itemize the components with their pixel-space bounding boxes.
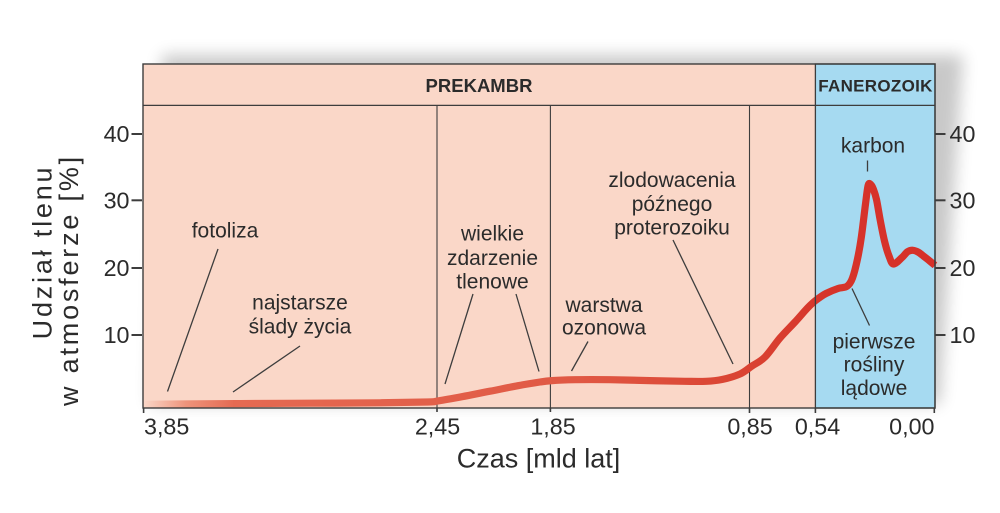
svg-text:karbon: karbon (841, 135, 905, 158)
svg-text:30: 30 (104, 187, 130, 213)
svg-text:tlenowe: tlenowe (456, 271, 528, 294)
svg-text:10: 10 (950, 322, 976, 348)
svg-text:zdarzenie: zdarzenie (447, 247, 538, 270)
svg-text:rośliny: rośliny (844, 354, 905, 377)
svg-text:FANEROZOIK: FANEROZOIK (818, 77, 933, 96)
svg-text:ozonowa: ozonowa (562, 317, 646, 340)
svg-text:1,85: 1,85 (530, 414, 575, 440)
svg-text:lądowe: lądowe (841, 377, 908, 400)
svg-text:w atmosferze [%]: w atmosferze [%] (54, 154, 84, 407)
svg-text:3,85: 3,85 (144, 414, 189, 440)
svg-text:0,85: 0,85 (727, 414, 772, 440)
svg-text:10: 10 (104, 322, 130, 348)
svg-text:20: 20 (950, 255, 976, 281)
svg-text:Czas [mld lat]: Czas [mld lat] (457, 444, 621, 474)
svg-text:20: 20 (104, 255, 130, 281)
svg-text:0,00: 0,00 (889, 414, 934, 440)
svg-text:2,45: 2,45 (415, 414, 460, 440)
svg-text:wielkie: wielkie (460, 223, 524, 246)
svg-text:proterozoiku: proterozoiku (614, 217, 730, 240)
svg-text:pierwsze: pierwsze (833, 331, 916, 354)
svg-text:30: 30 (950, 187, 976, 213)
svg-text:fotoliza: fotoliza (192, 220, 259, 243)
svg-text:ślady życia: ślady życia (249, 316, 352, 339)
svg-text:Udział tlenu: Udział tlenu (28, 165, 58, 340)
svg-text:późnego: późnego (632, 193, 713, 216)
svg-text:0,54: 0,54 (795, 414, 840, 440)
svg-text:warstwa: warstwa (564, 294, 642, 317)
svg-text:40: 40 (950, 121, 976, 147)
svg-text:PREKAMBR: PREKAMBR (426, 75, 533, 96)
svg-text:najstarsze: najstarsze (252, 292, 348, 315)
svg-text:zlodowacenia: zlodowacenia (608, 169, 736, 192)
svg-text:40: 40 (104, 121, 130, 147)
